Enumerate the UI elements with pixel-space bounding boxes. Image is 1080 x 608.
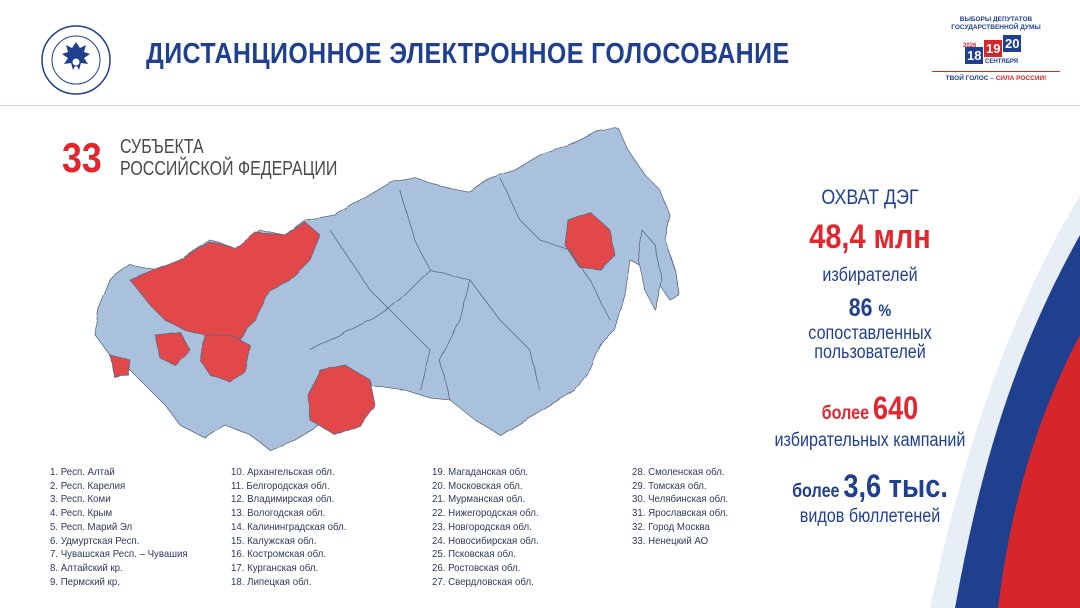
campaigns-line: более 640 (751, 390, 989, 427)
region-item: 30. Челябинская обл. (632, 493, 729, 506)
regions-list-col4: 28. Смоленская обл. 29. Томская обл. 30.… (632, 466, 736, 548)
regions-list-col1: 1. Респ. Алтай 2. Респ. Карелия 3. Респ.… (50, 466, 200, 589)
voters-value: 48,4 млн (809, 218, 931, 256)
map-border (439, 279, 471, 401)
election-logo: ВЫБОРЫ ДЕПУТАТОВ ГОСУДАРСТВЕННОЙ ДУМЫ 20… (932, 16, 1060, 92)
campaigns-value: 640 (872, 390, 919, 426)
russia-map-svg (94, 127, 681, 451)
region-item: 17. Курганская обл. (231, 561, 319, 574)
region-item: 19. Магаданская обл. (432, 466, 529, 478)
region-item: 6. Удмуртская Респ. (50, 534, 140, 547)
election-day-3: 20 (1003, 35, 1022, 52)
cik-emblem (40, 24, 112, 96)
region-item: 15. Калужская обл. (231, 534, 317, 547)
campaigns-prefix: более (821, 403, 870, 424)
map-region-highlight (109, 354, 131, 379)
region-item: 32. Город Москва (632, 520, 710, 533)
region-item: 28. Смоленская обл. (632, 466, 725, 478)
region-item: 12. Владимирская обл. (231, 493, 335, 506)
coverage-title: ОХВАТ ДЭГ (821, 186, 919, 209)
region-item: 3. Респ. Коми (50, 493, 111, 506)
map-region-highlight (129, 221, 321, 351)
region-item: 22. Нижегородская обл. (432, 507, 539, 520)
percent-value-line: 86 % (751, 294, 989, 323)
region-item: 20. Московская обл. (432, 479, 523, 492)
percent-label-1: сопоставленных (808, 323, 932, 344)
subjects-label-2: РОССИЙСКОЙ ФЕДЕРАЦИИ (120, 158, 338, 180)
region-item: 31. Ярославская обл. (632, 507, 729, 520)
election-day-1: 18 (965, 47, 984, 64)
map-kamchatka (637, 229, 663, 311)
percent-label-2: пользователей (814, 342, 926, 363)
region-item: 24. Новосибирская обл. (432, 534, 539, 547)
election-slogan: ТВОЙ ГОЛОС – СИЛА РОССИИ! (932, 71, 1060, 82)
region-item: 21. Мурманская обл. (432, 493, 526, 506)
region-item: 5. Респ. Марий Эл (50, 520, 133, 533)
region-item: 29. Томская обл. (632, 479, 707, 492)
ballots-label: видов бюллетеней (799, 506, 941, 527)
region-item: 7. Чувашская Респ. – Чувашия (50, 548, 188, 561)
russia-map (70, 120, 710, 460)
map-region-highlight (154, 331, 191, 366)
region-item: 13. Вологодская обл. (231, 507, 326, 520)
map-border (329, 229, 431, 391)
regions-list-col2: 10. Архангельская обл. 11. Белгородская … (231, 466, 357, 589)
ballots-value: 3,6 тыс. (843, 468, 948, 504)
percent-value: 86 (848, 294, 873, 322)
election-month: СЕНТЯБРЯ (985, 59, 1019, 65)
region-item: 8. Алтайский кр. (50, 561, 123, 574)
election-dates: 2026 18 19 20 СЕНТЯБРЯ (961, 35, 1031, 67)
election-logo-line2: ГОСУДАРСТВЕННОЙ ДУМЫ (951, 24, 1041, 31)
percent-unit: % (878, 301, 892, 320)
region-item: 11. Белгородская обл. (231, 479, 330, 492)
region-item: 23. Новгородская обл. (432, 520, 532, 533)
slogan-part-2: СИЛА РОССИИ! (995, 75, 1047, 82)
map-region-highlight (199, 334, 251, 383)
election-year: 2026 (963, 43, 977, 49)
region-item: 33. Ненецкий АО (632, 534, 709, 547)
region-item: 27. Свердловская обл. (432, 575, 534, 588)
election-logo-line1: ВЫБОРЫ ДЕПУТАТОВ (959, 16, 1033, 23)
region-item: 16. Костромская обл. (231, 548, 327, 561)
map-border (309, 269, 431, 351)
subjects-label-1: СУБЪЕКТА (120, 136, 204, 158)
region-item: 1. Респ. Алтай (50, 466, 115, 478)
region-item: 18. Липецкая обл. (231, 575, 312, 588)
region-item: 2. Респ. Карелия (50, 479, 126, 492)
voters-label: избирателей (822, 265, 918, 286)
slogan-part-1: ТВОЙ ГОЛОС – (945, 75, 996, 82)
region-item: 14. Калининградская обл. (231, 520, 347, 533)
ballots-prefix: более (792, 481, 840, 502)
regions-list-col3: 19. Магаданская обл. 20. Московская обл.… (432, 466, 548, 589)
page-title: ДИСТАНЦИОННОЕ ЭЛЕКТРОННОЕ ГОЛОСОВАНИЕ (146, 38, 790, 70)
region-item: 26. Ростовская обл. (432, 561, 521, 574)
election-day-2: 19 (984, 40, 1003, 57)
subjects-count: 33 (62, 134, 102, 181)
header-divider (0, 105, 1080, 106)
region-item: 25. Псковская обл. (432, 548, 516, 561)
region-item: 4. Респ. Крым (50, 507, 113, 520)
ballots-line: более 3,6 тыс. (751, 468, 989, 505)
map-border (499, 177, 611, 321)
region-item: 10. Архангельская обл. (231, 466, 335, 478)
map-region-highlight (307, 364, 376, 436)
campaigns-label: избирательных кампаний (774, 430, 966, 451)
region-item: 9. Пермский кр. (50, 575, 120, 588)
